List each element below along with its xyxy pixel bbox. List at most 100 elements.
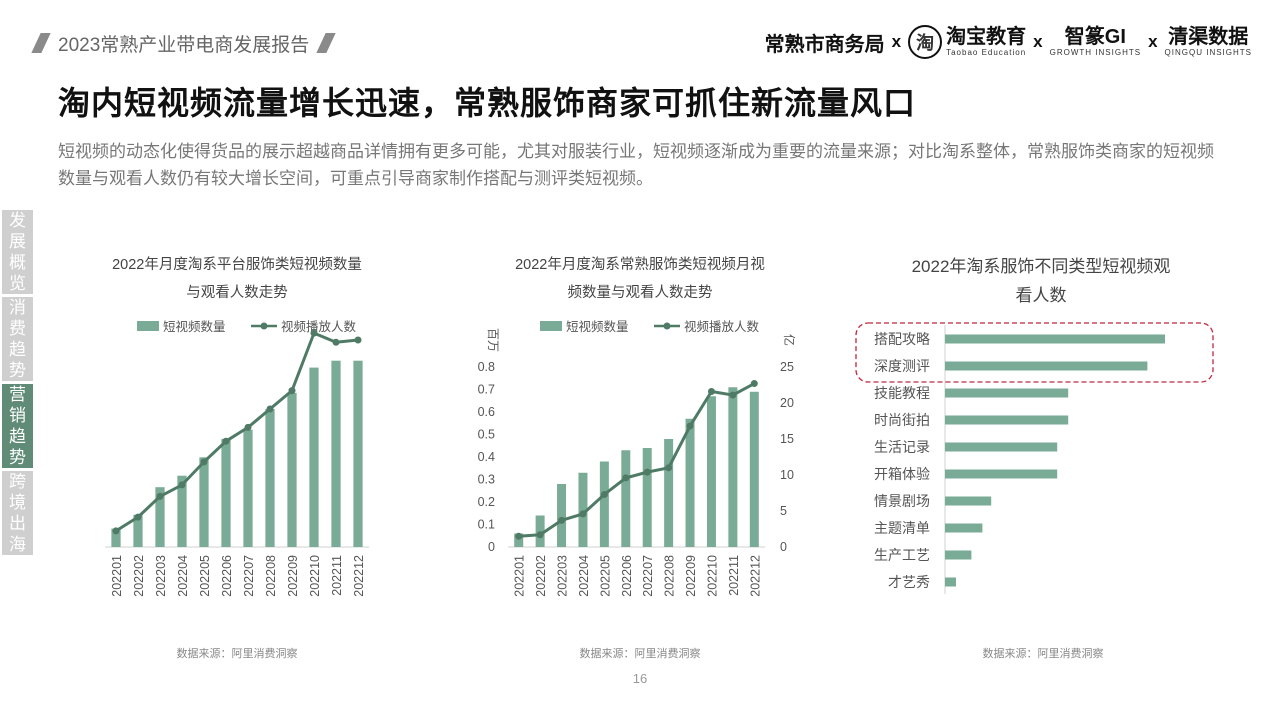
- x-tick-label: 202204: [176, 555, 190, 597]
- category-label-搭配攻略: 搭配攻略: [874, 331, 930, 347]
- side-nav-label: 营销趋势: [9, 385, 26, 467]
- x-tick-label: 202210: [705, 555, 719, 597]
- line-point-202210: [310, 329, 318, 337]
- hbar-技能教程: [945, 388, 1069, 398]
- x-tick-label: 202202: [534, 555, 548, 597]
- bar-202204: [578, 472, 588, 547]
- hbar-开箱体验: [945, 469, 1058, 479]
- side-nav-item-crossborder[interactable]: 跨境出海: [2, 471, 33, 555]
- line-point-202202: [536, 531, 544, 539]
- logo-qingqu: 清渠数据 QINGQU INSIGHTS: [1165, 27, 1252, 57]
- chart2-source: 数据来源：阿里消费洞察: [580, 646, 701, 660]
- line-point-202203: [558, 516, 566, 524]
- hbar-生产工艺: [945, 550, 972, 560]
- x-tick-label: 202212: [352, 555, 366, 597]
- line-point-202201: [515, 532, 523, 540]
- line-point-202212: [354, 336, 362, 344]
- side-nav-item-marketing[interactable]: 营销趋势: [2, 384, 33, 468]
- line-point-202207: [244, 423, 252, 431]
- logo-taobao-text: 淘宝教育: [946, 26, 1027, 48]
- y-left-tick-label: 0.5: [478, 428, 495, 442]
- report-tag: 2023常熟产业带电商发展报告: [31, 28, 336, 58]
- line-point-202206: [622, 474, 630, 482]
- partner-logos: 常熟市商务局 x 淘 淘宝教育 Taobao Education x 智篆GI …: [765, 22, 1252, 62]
- bar-202203: [557, 484, 567, 547]
- side-nav-item-overview[interactable]: 发展概览: [2, 210, 33, 294]
- bar-202201: [111, 528, 121, 547]
- legend-bar-label: 短视频数量: [566, 319, 629, 334]
- category-label-情景剧场: 情景剧场: [874, 493, 930, 509]
- bar-202207: [243, 429, 253, 547]
- y-left-tick-label: 0.6: [478, 405, 495, 419]
- y-right-tick-label: 20: [780, 396, 794, 410]
- y-left-tick-label: 0.8: [478, 360, 495, 374]
- logo-separator: x: [1148, 32, 1158, 51]
- chart2-title: 2022年月度淘系常熟服饰类短视频月视: [515, 256, 765, 273]
- bar-202206: [221, 438, 231, 547]
- category-label-才艺秀: 才艺秀: [888, 574, 930, 590]
- side-nav-label: 发展概览: [9, 211, 26, 293]
- x-tick-label: 202207: [641, 555, 655, 597]
- bar-202212: [353, 360, 363, 547]
- bar-202210: [706, 396, 716, 547]
- line-point-202208: [665, 464, 673, 472]
- x-tick-label: 202208: [264, 555, 278, 597]
- x-tick-label: 202201: [513, 555, 527, 597]
- page-number: 16: [632, 671, 648, 686]
- bar-202205: [599, 461, 609, 547]
- chart1-title: 与观看人数走势: [186, 284, 288, 301]
- x-tick-label: 202209: [684, 555, 698, 597]
- logo-qingqu-text: 清渠数据: [1168, 26, 1249, 48]
- bar-202204: [177, 475, 187, 547]
- series-line-视频播放人数: [115, 331, 359, 533]
- logo-commerce-bureau: 常熟市商务局: [764, 33, 885, 56]
- legend-line-label: 视频播放人数: [684, 319, 760, 334]
- bar-202203: [155, 487, 165, 547]
- y-right-axis-label: 亿: [782, 334, 797, 346]
- y-right-tick-label: 25: [780, 360, 794, 374]
- y-left-tick-label: 0.7: [478, 383, 495, 397]
- legend-line-label: 视频播放人数: [281, 319, 357, 334]
- side-nav-item-consumption[interactable]: 消费趋势: [2, 297, 33, 381]
- page-title: 淘内短视频流量增长迅速，常熟服饰商家可抓住新流量风口: [58, 85, 917, 121]
- logo-taobao-sub: Taobao Education: [946, 48, 1027, 57]
- logo-growth-text: 智篆GI: [1064, 26, 1126, 48]
- line-point-202210: [707, 387, 715, 395]
- line-point-202204: [178, 481, 186, 489]
- category-label-开箱体验: 开箱体验: [874, 466, 930, 482]
- chart2-title: 频数量与观看人数走势: [568, 284, 713, 301]
- legend-bar-label: 短视频数量: [163, 319, 226, 334]
- logo-taobao-education: 淘 淘宝教育 Taobao Education: [908, 25, 1026, 59]
- category-label-技能教程: 技能教程: [874, 385, 930, 401]
- line-point-202212: [750, 380, 758, 388]
- line-point-202209: [288, 387, 296, 395]
- side-nav-label: 跨境出海: [9, 472, 26, 554]
- x-tick-label: 202206: [220, 555, 234, 597]
- report-title: 2023常熟产业带电商发展报告: [58, 34, 310, 56]
- line-point-202201: [112, 527, 120, 535]
- y-right-tick-label: 15: [780, 432, 794, 446]
- y-left-axis-label: 百万: [486, 328, 500, 352]
- x-tick-label: 202201: [110, 555, 124, 597]
- logo-qingqu-sub: QINGQU INSIGHTS: [1164, 48, 1252, 57]
- logo-separator: x: [891, 32, 902, 51]
- line-point-202208: [266, 405, 274, 413]
- x-tick-label: 202207: [242, 555, 256, 597]
- chart1-source: 数据来源：阿里消费洞察: [177, 646, 298, 660]
- side-nav-label: 消费趋势: [9, 298, 26, 380]
- category-label-深度测评: 深度测评: [874, 358, 930, 374]
- chart1-title: 2022年月度淘系平台服饰类短视频数量: [112, 256, 362, 273]
- line-point-202211: [729, 391, 737, 399]
- taobao-icon: 淘: [908, 25, 943, 59]
- chart3-title: 2022年淘系服饰不同类型短视频观: [912, 257, 1171, 276]
- hbar-时尚街拍: [945, 415, 1069, 425]
- line-point-202211: [332, 338, 340, 346]
- y-right-tick-label: 10: [780, 468, 794, 482]
- x-tick-label: 202210: [308, 555, 322, 597]
- category-label-生活记录: 生活记录: [874, 439, 930, 455]
- x-tick-label: 202211: [727, 555, 741, 596]
- logo-separator: x: [1033, 32, 1043, 51]
- x-tick-label: 202211: [330, 555, 344, 596]
- line-point-202203: [156, 492, 164, 500]
- category-label-生产工艺: 生产工艺: [874, 547, 930, 563]
